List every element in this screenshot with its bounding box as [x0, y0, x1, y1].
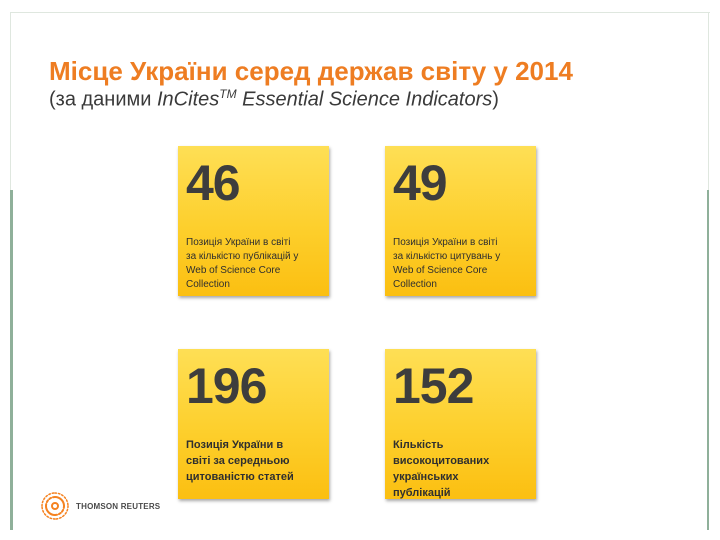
stat-description-line: високоцитованих [393, 455, 490, 467]
stat-value: 152 [393, 358, 474, 414]
stat-value: 46 [186, 155, 241, 211]
subtitle-brand: InCites [157, 88, 220, 111]
stat-tile-citations: 49 Позиція України в світі за кількістю … [385, 146, 536, 296]
subtitle-rest: Essential Science Indicators [236, 88, 493, 111]
logo-text: THOMSON REUTERS [76, 501, 161, 511]
stat-description-line: Кількість [393, 439, 444, 451]
stat-tile-average-citation: 196 Позиція України в світі за середньою… [178, 349, 329, 499]
thomson-reuters-logo: THOMSON REUTERS [40, 491, 160, 521]
stat-description-line: світі за середньою [186, 455, 290, 467]
slide-border-top [10, 12, 710, 13]
slide-subtitle: (за даними InCitesTM Essential Science I… [49, 87, 499, 112]
right-accent-line [707, 190, 709, 530]
left-accent-line [10, 190, 13, 530]
thomson-reuters-emblem-icon [41, 492, 69, 520]
stat-tile-highly-cited: 152 Кількість високоцитованих українськи… [385, 349, 536, 499]
stat-description: Позиція України в світі за кількістю пуб… [186, 236, 298, 292]
stat-description-line: Web of Science Core [186, 265, 281, 276]
stat-value: 49 [393, 155, 448, 211]
stat-description-line: Позиція України в світі [393, 237, 498, 248]
subtitle-close: ) [492, 88, 499, 111]
stat-description-line: Позиція України в світі [186, 237, 291, 248]
stat-description-line: за кількістю публікацій у [186, 251, 299, 262]
stat-description-line: цитованістю статей [186, 471, 294, 483]
stat-description-line: Web of Science Core [393, 265, 488, 276]
subtitle-prefix: (за даними [49, 88, 157, 111]
stat-description-line: публікацій [393, 487, 451, 499]
stat-description-line: Collection [186, 279, 230, 290]
stat-description-line: за кількістю цитувань у [393, 251, 501, 262]
stat-description: Позиція України в світі за середньою цит… [186, 437, 294, 485]
stat-description-line: Позиція України в [186, 439, 284, 451]
stat-description-line: українських [393, 471, 459, 483]
stat-value: 196 [186, 358, 267, 414]
stat-description: Позиція України в світі за кількістю цит… [393, 236, 500, 292]
stat-tile-publications: 46 Позиція України в світі за кількістю … [178, 146, 329, 296]
subtitle-trademark: TM [219, 87, 237, 101]
slide-title: Місце України серед держав світу у 2014 [49, 56, 573, 86]
stat-description-line: Collection [393, 279, 437, 290]
stat-description: Кількість високоцитованих українських пу… [393, 437, 489, 501]
